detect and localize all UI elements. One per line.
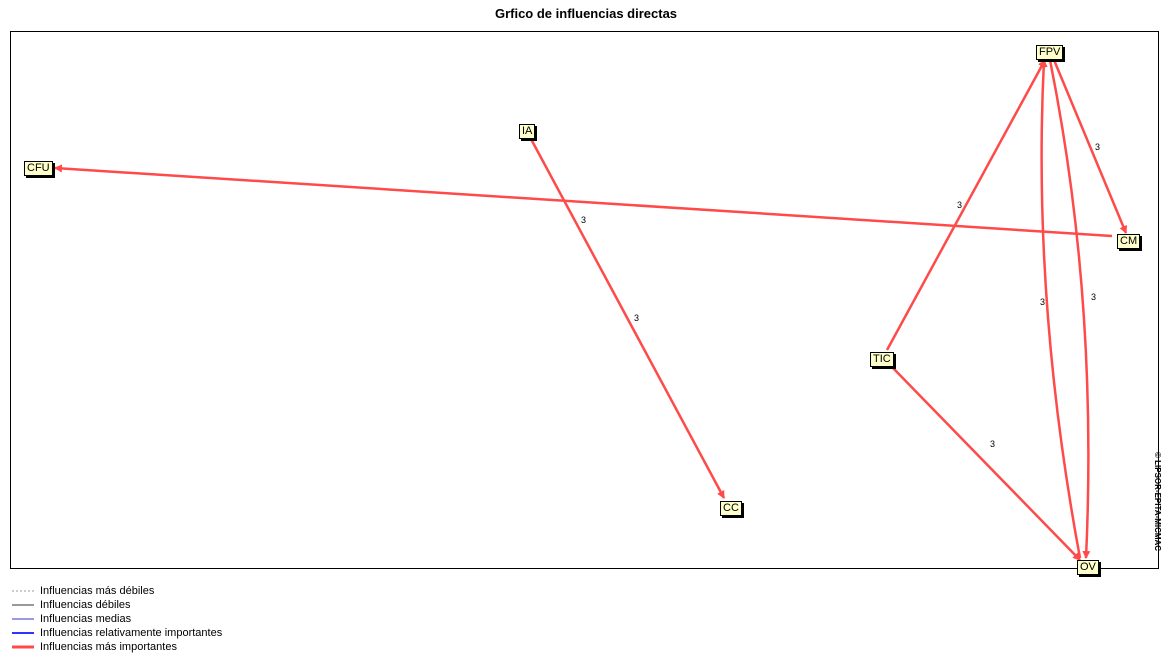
diagram-title: Grfico de influencias directas <box>494 6 678 21</box>
edge-fpv-to-ov <box>1048 59 1091 559</box>
legend-line-medium-blue <box>12 632 34 634</box>
edge-weight-label: 3 <box>1040 297 1046 307</box>
legend-label: Influencias débiles <box>40 599 131 611</box>
edge-ia-to-cc <box>529 138 726 499</box>
edge-weight-label: 3 <box>581 215 587 225</box>
legend-line-dotted <box>12 590 34 592</box>
legend: Influencias más débiles Influencias débi… <box>12 584 222 654</box>
edges-layer <box>54 59 1128 561</box>
edge-weight-label: 3 <box>990 439 996 449</box>
legend-line-thin-blue <box>12 618 34 620</box>
edge-tic-to-fpv <box>885 59 1047 351</box>
node-ov[interactable]: OV <box>1077 560 1099 575</box>
legend-line-thick-red <box>12 645 34 649</box>
edge-weight-label: 3 <box>1091 292 1097 302</box>
legend-item-weakest: Influencias más débiles <box>12 584 222 598</box>
node-cm[interactable]: CM <box>1117 234 1141 249</box>
node-fpv[interactable]: FPV <box>1036 45 1064 60</box>
legend-item-most-important: Influencias más importantes <box>12 640 222 654</box>
legend-label: Influencias medias <box>40 613 132 625</box>
legend-label: Influencias relativamente importantes <box>40 627 223 639</box>
copyright-text: © LIPSOR-EPITA-MICMAC <box>1153 452 1162 552</box>
edge-weight-label: 3 <box>957 200 963 210</box>
diagram-frame <box>10 31 1159 569</box>
node-tic[interactable]: TIC <box>870 352 894 367</box>
node-ia[interactable]: IA <box>519 124 536 139</box>
legend-line-thin-gray <box>12 604 34 606</box>
edge-weight-label: 3 <box>634 313 640 323</box>
legend-label: Influencias más importantes <box>40 641 177 653</box>
node-cfu[interactable]: CFU <box>24 161 53 176</box>
edge-weight-label: 3 <box>1095 142 1101 152</box>
edge-cm-to-cfu <box>54 164 1113 238</box>
edge-tic-to-ov <box>892 367 1081 561</box>
legend-label: Influencias más débiles <box>40 585 155 597</box>
node-cc[interactable]: CC <box>720 501 742 516</box>
edge-fpv-to-cm <box>1052 59 1128 234</box>
legend-item-medium: Influencias medias <box>12 612 222 626</box>
legend-item-relatively-important: Influencias relativamente importantes <box>12 626 222 640</box>
edge-ov-to-fpv <box>1039 59 1082 559</box>
legend-item-weak: Influencias débiles <box>12 598 222 612</box>
